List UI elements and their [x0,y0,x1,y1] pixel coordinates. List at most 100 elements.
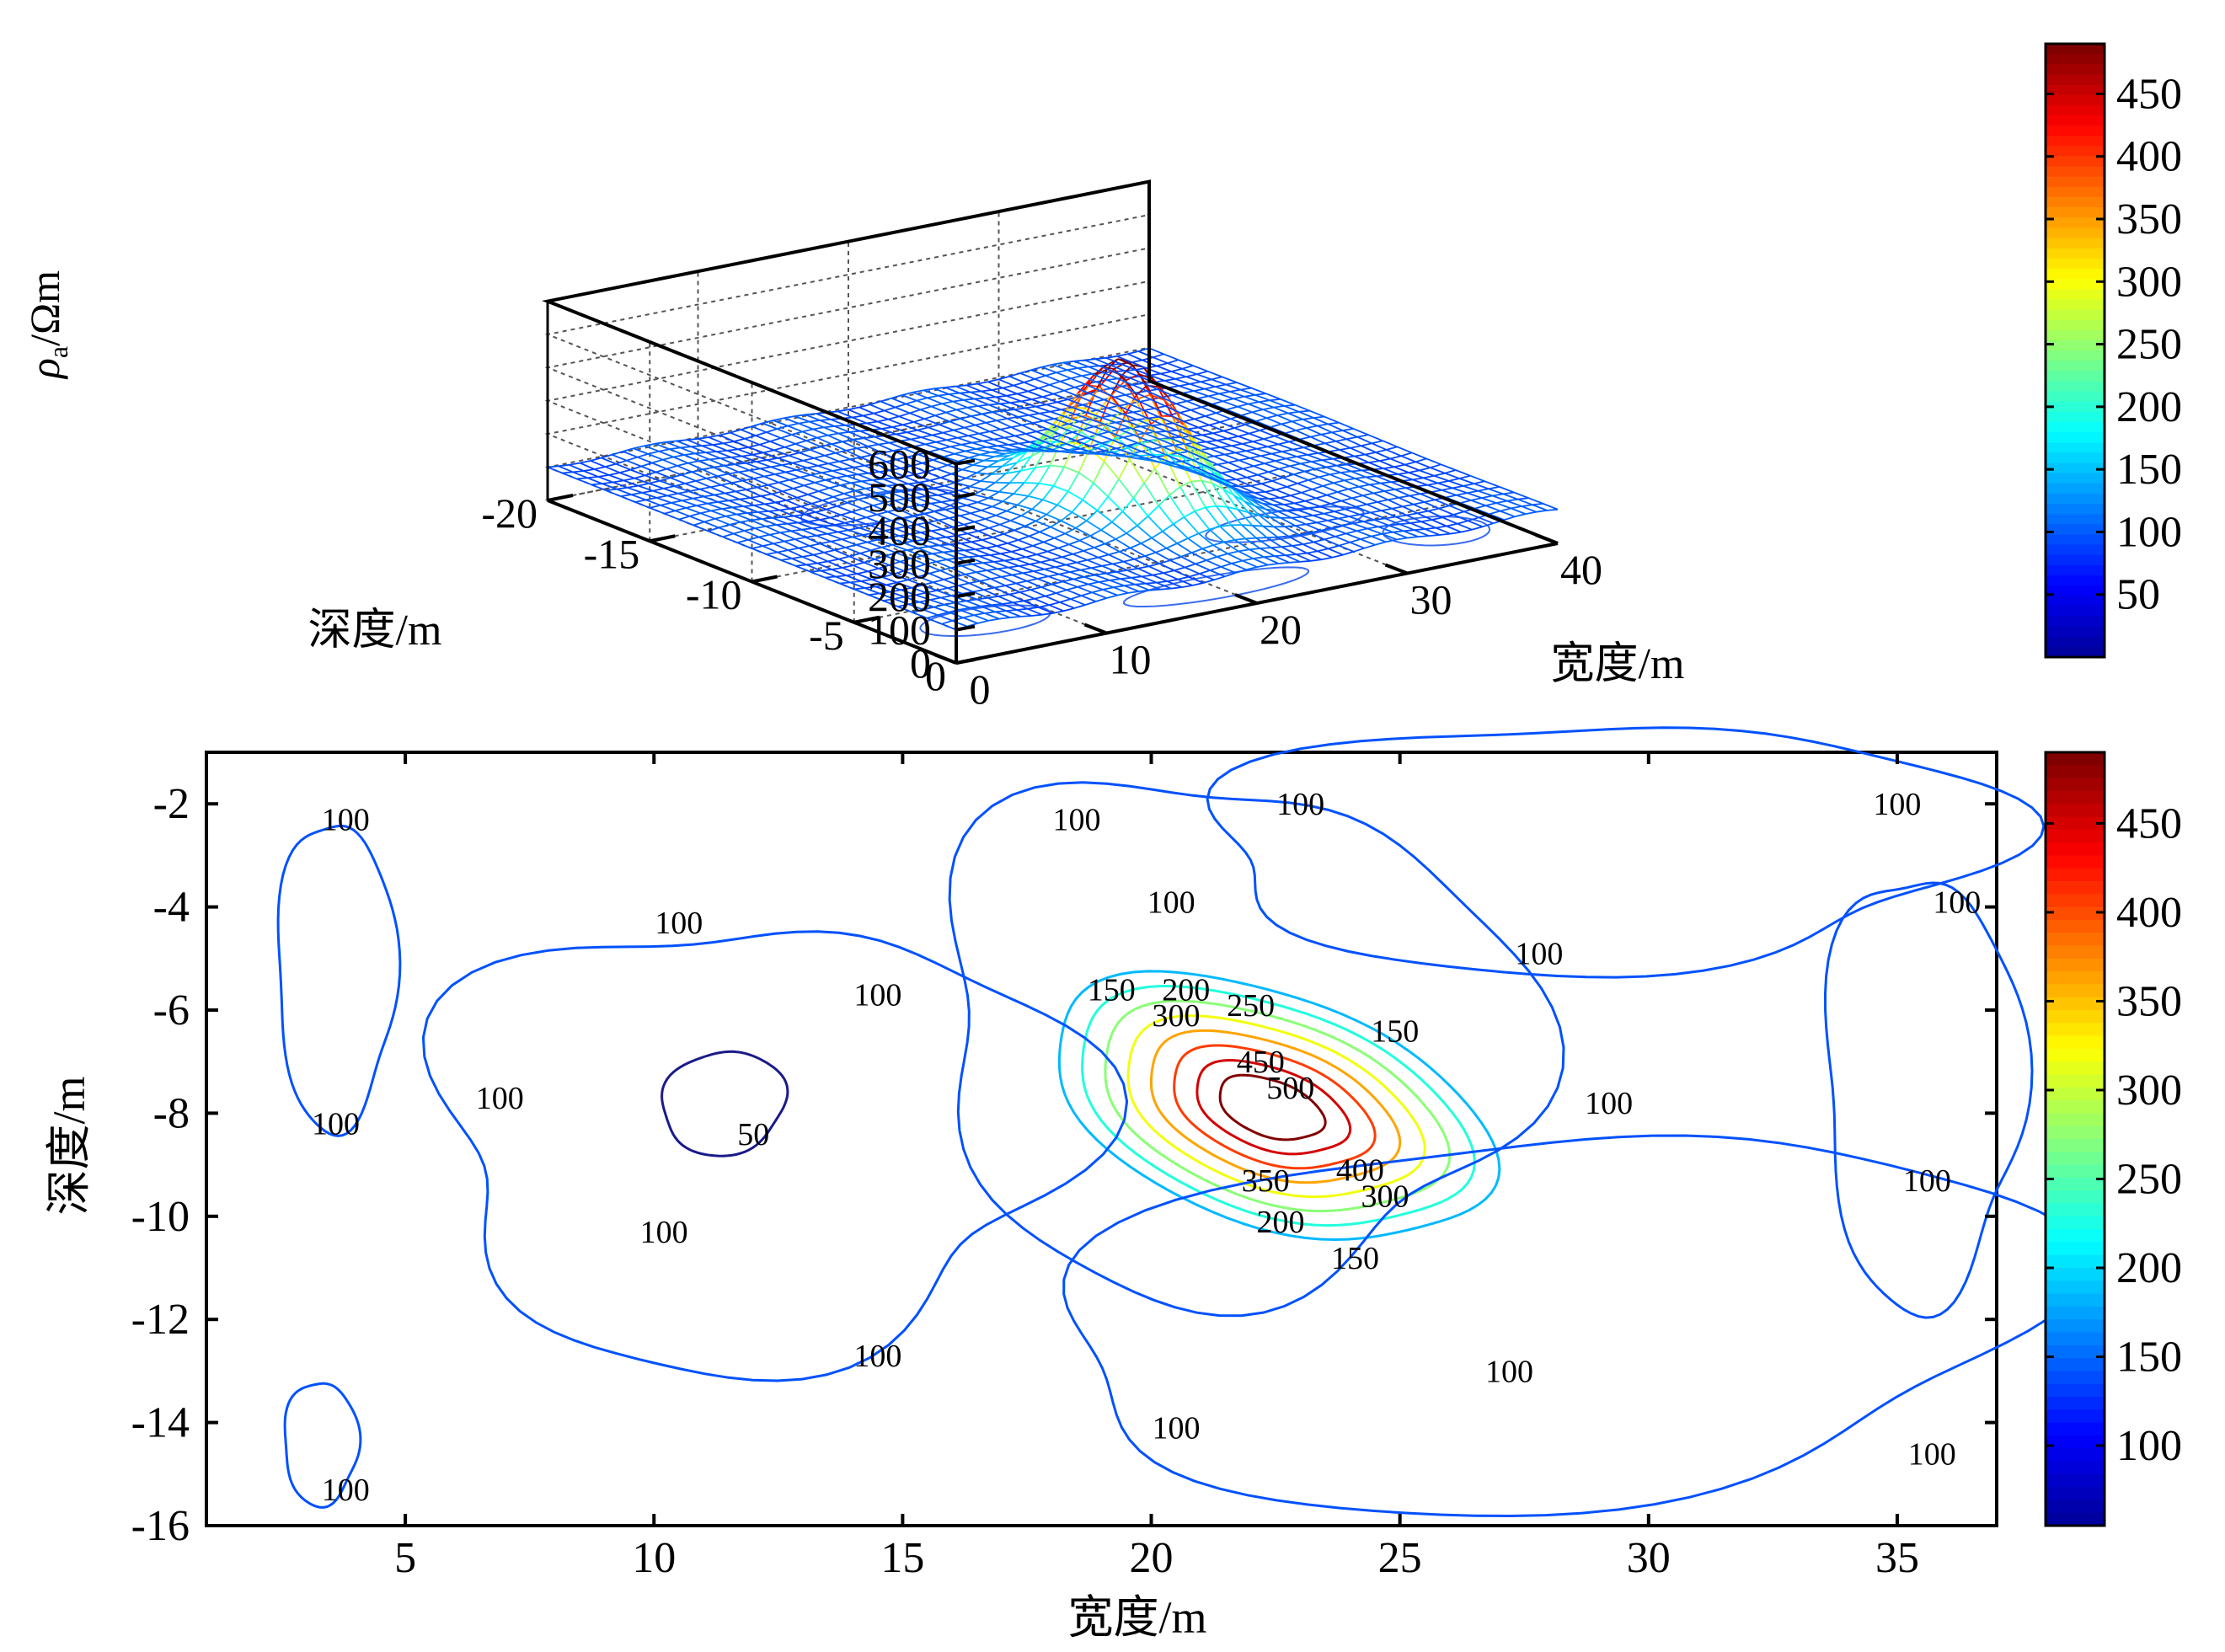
mesh-segment [928,544,939,548]
mesh-segment [1006,504,1019,512]
mesh-segment [1321,459,1337,467]
mesh-segment [1192,365,1208,372]
mesh-segment [819,516,831,521]
mesh-segment [1227,437,1243,445]
mesh-segment [995,611,1011,618]
mesh-segment [1383,468,1399,475]
mesh-segment [1132,482,1145,499]
mesh-segment [976,596,988,601]
mesh-segment [1283,504,1299,511]
mesh-segment [1502,493,1518,500]
mesh-segment [1137,525,1153,539]
mesh-segment [921,436,937,443]
mesh-segment [984,611,996,614]
mesh-segment [1050,526,1066,535]
mesh-segment [982,562,998,570]
mesh-segment [1276,510,1292,519]
mesh-segment [1099,581,1115,589]
mesh-segment [1320,529,1336,537]
mesh-segment [558,463,570,468]
mesh-segment [1275,457,1286,462]
mesh-segment [1352,521,1364,525]
mesh-segment [746,489,762,497]
mesh-segment [1258,497,1274,506]
mesh-segment [985,421,1001,430]
mesh-segment [1073,578,1088,585]
mesh-segment [905,498,921,506]
mesh-segment [936,468,952,475]
mesh-segment [1452,511,1465,516]
mesh-segment [891,394,903,399]
mesh-segment [941,619,953,625]
mesh-segment [1314,468,1330,476]
mesh-segment [912,612,928,619]
mesh-segment [1341,522,1353,527]
mesh-segment [887,511,903,519]
mesh-segment [1072,553,1088,561]
mesh-segment [1272,504,1288,512]
mesh-segment [878,564,890,569]
mesh-segment [1027,390,1043,398]
mesh-segment [941,403,957,411]
mesh-segment [789,507,805,516]
mesh-segment [1080,567,1092,571]
mesh-segment [1078,366,1089,369]
mesh-segment [725,513,737,517]
mesh-segment [1144,555,1160,564]
mesh-segment [1041,485,1055,500]
mesh-segment [1270,451,1282,455]
colorbar-step [2046,1461,2105,1475]
x-tick-label: 5 [394,1534,416,1582]
mesh-segment [1448,478,1460,482]
mesh-segment [960,564,976,574]
mesh-segment [724,464,740,473]
mesh-segment [1088,581,1099,585]
mesh-segment [1101,563,1113,567]
colorbar-tick-label: 50 [2116,571,2160,619]
mesh-segment [816,534,832,543]
z-tick-label: 200 [868,573,931,620]
mesh-segment [1018,539,1034,547]
mesh-segment [856,445,869,450]
mesh-segment [664,512,680,521]
mesh-segment [1231,445,1247,452]
mesh-segment [1377,524,1389,528]
mesh-segment [1025,433,1041,441]
mesh-segment [1021,548,1037,556]
mesh-segment [1238,436,1254,443]
mesh-segment [908,481,920,485]
mesh-segment [941,400,954,405]
contour-label: 150 [1371,1014,1419,1050]
mesh-segment [827,558,839,563]
mesh-segment [1203,475,1219,483]
mesh-segment [1183,418,1195,423]
colorbar-step [2046,816,2105,831]
colorbar-step [2046,227,2105,239]
mesh-segment [1241,411,1253,416]
mesh-segment [997,445,1013,451]
mesh-segment [1169,555,1182,562]
mesh-segment [1263,435,1275,440]
mesh-segment [1334,508,1345,512]
mesh-segment [770,466,786,473]
mesh-segment [764,501,776,505]
mesh-segment [891,520,907,527]
mesh-segment [1250,484,1266,493]
mesh-segment [767,459,783,466]
mesh-segment [1156,362,1169,367]
mesh-segment [992,411,1008,420]
mesh-segment [1289,561,1301,564]
mesh-segment [1259,399,1270,403]
mesh-segment [943,550,955,553]
mesh-segment [762,449,774,454]
mesh-segment [693,521,705,527]
mesh-segment [1081,595,1097,602]
mesh-segment [939,446,951,451]
mesh-segment [1242,441,1254,445]
mesh-segment [787,521,799,525]
mesh-segment [925,468,938,473]
mesh-segment [892,450,908,458]
mesh-segment [1028,495,1043,501]
mesh-segment [1231,563,1247,571]
mesh-segment [1056,504,1072,513]
